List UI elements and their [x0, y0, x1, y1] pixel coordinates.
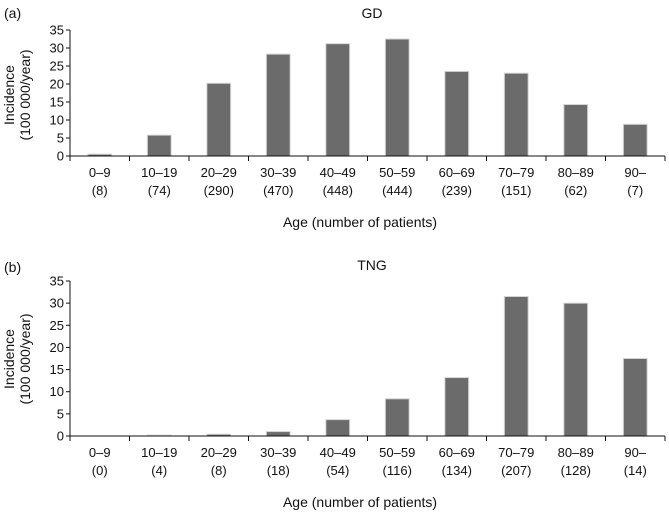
x-tick-label: 60–69 [439, 165, 475, 180]
x-count-label: (290) [204, 183, 234, 198]
y-tick-label: 30 [50, 296, 64, 311]
bars-group-a [87, 38, 648, 157]
x-tick-label: 40–49 [320, 165, 356, 180]
x-count-label: (0) [92, 463, 108, 478]
x-tick-label: 90– [624, 445, 646, 460]
x-tick-label: 80–89 [558, 165, 594, 180]
x-count-label: (8) [92, 183, 108, 198]
x-tick-label: 40–49 [320, 445, 356, 460]
y-ticks-b: 0 5 10 15 20 25 30 35 [50, 274, 70, 444]
x-count-label: (239) [442, 183, 472, 198]
chart-title-b: TNG [357, 257, 387, 273]
x-tick-label: 20–29 [201, 165, 237, 180]
bar [622, 358, 648, 437]
x-count-label: (62) [564, 183, 587, 198]
x-count-label: (470) [263, 183, 293, 198]
x-tick-label: 20–29 [201, 445, 237, 460]
y-tick-label: 10 [50, 113, 64, 128]
bar [503, 296, 529, 437]
bar [444, 70, 470, 157]
x-count-label: (128) [561, 463, 591, 478]
x-count-label: (448) [323, 183, 353, 198]
x-tick-label: 0–9 [89, 165, 111, 180]
y-axis-title-a-line2: (100 000/year) [17, 49, 33, 140]
x-tick-label: 60–69 [439, 445, 475, 460]
x-tick-label: 80–89 [558, 445, 594, 460]
bar [622, 123, 648, 157]
bar [384, 398, 410, 437]
x-tick-label: 70–79 [498, 165, 534, 180]
x-count-label: (116) [383, 463, 412, 478]
x-count-label: (14) [624, 463, 647, 478]
bar [265, 431, 291, 437]
y-tick-label: 35 [50, 274, 64, 289]
x-count-label: (134) [442, 463, 472, 478]
x-tick-label: 70–79 [498, 445, 534, 460]
y-tick-label: 20 [50, 340, 64, 355]
x-count-label: (7) [627, 183, 643, 198]
y-tick-label: 30 [50, 41, 64, 56]
y-tick-label: 0 [57, 429, 64, 444]
bar [325, 43, 351, 157]
y-tick-label: 5 [57, 131, 64, 146]
y-tick-label: 15 [50, 362, 64, 377]
x-count-label: (74) [148, 183, 171, 198]
bar [444, 377, 470, 437]
bar [563, 302, 589, 437]
panel-b: (b) TNG Incidence (100 000/year) 0 5 10 15 2… [1, 257, 666, 510]
x-count-label: (54) [326, 463, 349, 478]
x-tick-label: 50–59 [379, 445, 415, 460]
bar [325, 419, 351, 437]
bar [265, 53, 291, 157]
x-tick-label: 30–39 [260, 445, 296, 460]
y-axis-title-b-line1: Incidence [1, 329, 17, 389]
y-tick-label: 0 [57, 149, 64, 164]
x-tick-label: 0–9 [89, 445, 111, 460]
y-tick-label: 10 [50, 384, 64, 399]
bar [146, 134, 172, 157]
panel-label-a: (a) [4, 5, 21, 21]
x-axis-title-a: Age (number of patients) [283, 214, 437, 230]
y-tick-label: 25 [50, 318, 64, 333]
bar [503, 72, 529, 157]
y-axis-title-a-line1: Incidence [1, 65, 17, 125]
bar [563, 104, 589, 157]
x-ticks-b: 0–9 (0) 10–19 (4) 20–29 (8) 30–39 (18) 40–49 (54)… [69, 436, 666, 478]
x-tick-label: 10–19 [141, 445, 177, 460]
panel-a: (a) GD Incidence (100 000/year) 0 5 10 15 20… [1, 5, 666, 230]
x-tick-label: 10–19 [141, 165, 177, 180]
x-count-label: (8) [211, 463, 227, 478]
x-count-label: (444) [382, 183, 412, 198]
y-tick-label: 20 [50, 77, 64, 92]
x-tick-label: 30–39 [260, 165, 296, 180]
x-axis-title-b: Age (number of patients) [283, 494, 437, 510]
bar [206, 82, 232, 157]
x-count-label: (151) [501, 183, 531, 198]
x-count-label: (18) [267, 463, 290, 478]
x-count-label: (4) [151, 463, 167, 478]
y-tick-label: 5 [57, 406, 64, 421]
chart-title-a: GD [362, 5, 383, 21]
x-count-label: (207) [501, 463, 531, 478]
y-ticks-a: 0 5 10 15 20 25 30 35 [50, 23, 70, 164]
y-tick-label: 25 [50, 59, 64, 74]
x-tick-label: 90– [624, 165, 646, 180]
y-tick-label: 15 [50, 95, 64, 110]
x-tick-label: 50–59 [379, 165, 415, 180]
y-axis-title-b-line2: (100 000/year) [17, 313, 33, 404]
panel-label-b: (b) [4, 259, 21, 275]
x-ticks-a: 0–9 (8) 10–19 (74) 20–29 (290) 30–39 (470) 40–49… [69, 156, 666, 198]
y-tick-label: 35 [50, 23, 64, 38]
bars-group-b [146, 296, 648, 437]
bar [384, 38, 410, 157]
